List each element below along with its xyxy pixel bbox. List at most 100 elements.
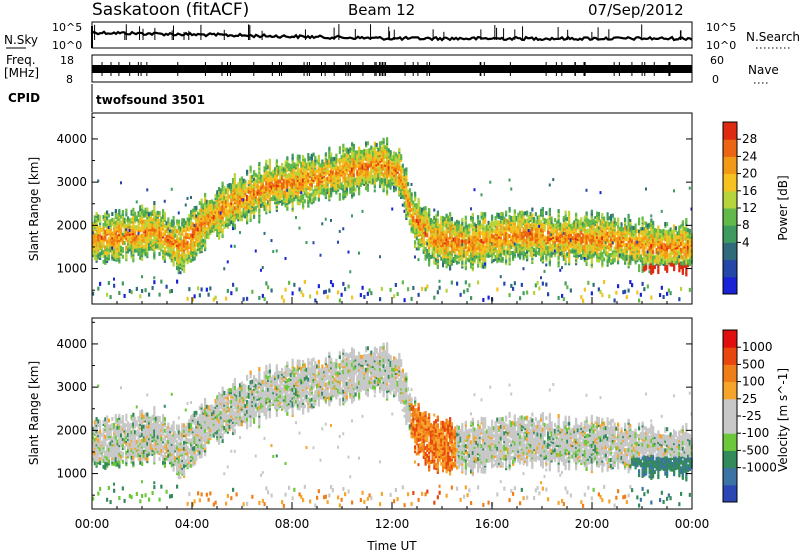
- power-cell: [302, 293, 305, 298]
- power-cell: [562, 231, 565, 235]
- power-cell: [207, 229, 210, 234]
- power-cell: [137, 226, 140, 231]
- power-cell: [564, 281, 567, 286]
- power-cell: [99, 281, 102, 286]
- power-cell: [107, 236, 110, 241]
- power-cell: [543, 269, 546, 273]
- power-cell: [191, 208, 194, 213]
- power-cell: [158, 242, 161, 247]
- power-cell: [132, 250, 135, 255]
- power-cell: [153, 245, 156, 250]
- power-cell: [114, 209, 117, 214]
- power-cell: [305, 241, 308, 245]
- power-cell: [480, 193, 483, 197]
- power-cell: [186, 221, 189, 226]
- power-cell: [219, 205, 222, 210]
- power-cell: [211, 199, 214, 204]
- power-cell: [139, 251, 142, 256]
- power-cell: [195, 242, 198, 247]
- power-cell: [113, 250, 116, 255]
- power-cell: [141, 256, 144, 261]
- power-cell: [116, 220, 119, 225]
- power-cell: [204, 198, 207, 203]
- power-cell: [230, 244, 233, 248]
- power-cell: [141, 216, 144, 221]
- power-cell: [186, 250, 189, 255]
- power-cell: [181, 257, 184, 262]
- power-cell: [302, 203, 305, 208]
- power-cell: [328, 288, 331, 293]
- power-cell: [330, 218, 332, 222]
- power-cell: [132, 217, 135, 222]
- cpid-value: twofsound 3501: [96, 93, 205, 107]
- power-cell: [137, 218, 140, 223]
- power-cell: [382, 137, 385, 142]
- power-cell: [163, 247, 166, 252]
- power-cell: [95, 231, 98, 236]
- power-cell: [373, 189, 376, 193]
- power-cell: [144, 240, 147, 245]
- power-cell: [102, 215, 105, 220]
- power-cell: [526, 290, 529, 295]
- power-cell: [99, 215, 102, 220]
- power-cell: [135, 286, 138, 291]
- power-cell: [134, 225, 137, 230]
- power-cell: [470, 296, 473, 301]
- power-cell: [414, 191, 417, 196]
- power-cell: [188, 258, 191, 263]
- power-cell: [281, 295, 284, 300]
- power-cell: [214, 193, 217, 198]
- power-cell: [226, 209, 229, 214]
- power-cell: [223, 185, 226, 190]
- power-cell: [125, 208, 128, 213]
- power-cell: [338, 150, 341, 155]
- power-cell: [351, 295, 354, 300]
- power-cell: [118, 228, 121, 233]
- power-cell: [540, 276, 542, 280]
- power-cell: [148, 223, 151, 228]
- power-cell: [167, 229, 170, 234]
- power-cell: [522, 215, 525, 220]
- power-cell: [223, 267, 226, 271]
- power-cell: [130, 250, 133, 255]
- power-cell: [148, 219, 151, 224]
- nave-label: Nave: [748, 63, 779, 77]
- power-cell: [491, 242, 493, 246]
- power-cell: [501, 256, 504, 261]
- power-cell: [338, 229, 341, 233]
- power-cell: [211, 207, 214, 212]
- power-cell: [205, 221, 208, 226]
- power-cell: [121, 246, 124, 251]
- power-cell: [186, 233, 189, 238]
- power-cell: [221, 181, 224, 186]
- power-cell: [225, 199, 228, 204]
- power-cell: [107, 213, 110, 218]
- power-cell: [184, 238, 187, 243]
- power-cell: [127, 222, 130, 227]
- power-cell: [536, 280, 539, 285]
- power-cell: [135, 200, 138, 204]
- power-cell: [188, 233, 191, 238]
- power-cell: [352, 192, 355, 197]
- power-cell: [190, 233, 193, 238]
- power-cell: [205, 287, 208, 292]
- power-cell: [186, 254, 189, 259]
- power-cell: [163, 212, 166, 217]
- power-cell: [265, 208, 268, 213]
- power-cell: [477, 215, 480, 220]
- power-cell: [125, 228, 128, 232]
- power-cell: [209, 205, 212, 210]
- power-cell: [197, 219, 200, 224]
- power-cell: [407, 182, 410, 187]
- power-cell: [163, 237, 166, 242]
- power-cell: [246, 296, 249, 301]
- power-cell: [207, 235, 210, 240]
- power-cell: [202, 238, 205, 243]
- power-cell: [183, 224, 185, 228]
- power-cell: [230, 220, 233, 225]
- power-cell: [204, 227, 207, 232]
- freq-tick-top: 18: [60, 54, 74, 67]
- power-cell: [139, 226, 142, 231]
- power-cell: [163, 199, 166, 203]
